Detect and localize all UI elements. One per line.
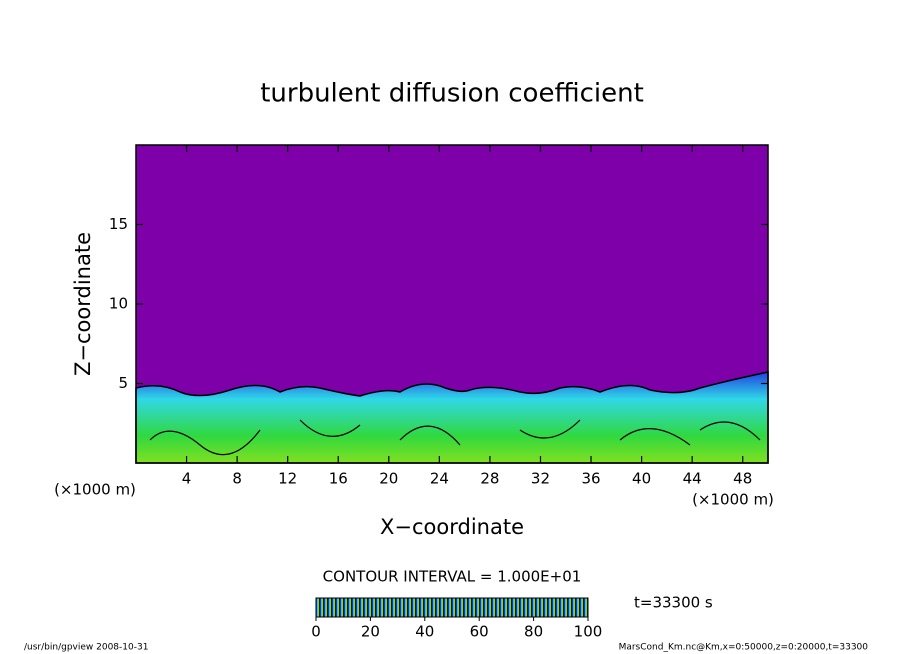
footer-right: MarsCond_Km.nc@Km,x=0:50000,z=0:20000,t=… bbox=[619, 643, 869, 653]
contour-lines bbox=[149, 419, 761, 456]
footer-left: /usr/bin/gpview 2008-10-31 bbox=[24, 643, 148, 653]
y-tick-label: 5 bbox=[118, 374, 128, 392]
turbulent-region bbox=[135, 371, 769, 464]
colorbar-tick-label: 0 bbox=[311, 623, 321, 641]
x-tick-label: 48 bbox=[733, 470, 752, 488]
contour-interval: CONTOUR INTERVAL = 1.000E+01 bbox=[323, 568, 582, 586]
colorbar bbox=[315, 597, 589, 618]
y-tick-label: 10 bbox=[109, 295, 128, 313]
x-axis-label: X−coordinate bbox=[380, 515, 524, 539]
x-unit-label: (×1000 m) bbox=[692, 491, 774, 509]
x-tick-label: 20 bbox=[379, 470, 398, 488]
x-tick-label: 36 bbox=[581, 470, 600, 488]
x-tick-label: 44 bbox=[683, 470, 702, 488]
x-tick-label: 8 bbox=[232, 470, 242, 488]
chart-title: turbulent diffusion coefficient bbox=[260, 79, 644, 109]
y-axis-label: Z−coordinate bbox=[71, 232, 95, 376]
time-label: t=33300 s bbox=[634, 594, 713, 612]
x-tick-label: 40 bbox=[632, 470, 651, 488]
x-tick-label: 4 bbox=[182, 470, 192, 488]
x-tick-label: 16 bbox=[329, 470, 348, 488]
colorbar-tick-label: 60 bbox=[470, 623, 489, 641]
colorbar-tick-label: 20 bbox=[361, 623, 380, 641]
plot-area bbox=[135, 144, 769, 464]
colorbar-tick-label: 80 bbox=[524, 623, 543, 641]
colorbar-tick-label: 100 bbox=[574, 623, 603, 641]
x-tick-label: 24 bbox=[430, 470, 449, 488]
x-tick-label: 32 bbox=[531, 470, 550, 488]
x-tick-label: 12 bbox=[278, 470, 297, 488]
x-tick-label: 28 bbox=[480, 470, 499, 488]
x-unit-label: (×1000 m) bbox=[54, 481, 136, 499]
y-tick-label: 15 bbox=[109, 215, 128, 233]
colorbar-tick-label: 40 bbox=[415, 623, 434, 641]
